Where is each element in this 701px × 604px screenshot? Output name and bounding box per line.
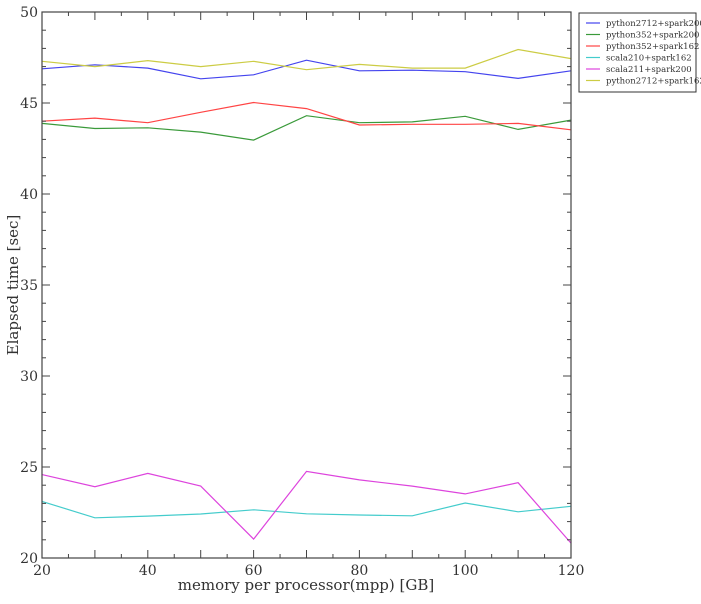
legend-label: python352+spark162 [606,42,699,52]
y-tick-label: 25 [20,460,38,476]
plot-frame [41,11,572,559]
ticks-layer: 20 40 60 80 100 120 20 25 30 35 40 45 50 [20,5,584,579]
legend-label: scala210+spark162 [606,54,692,64]
series-line-scala211+spark200 [41,470,572,544]
x-tick-label: 80 [350,563,368,579]
series-line-python2712+spark162 [41,48,572,71]
y-tick-label: 45 [20,96,38,112]
legend-box [578,12,697,93]
y-axis-label: Elapsed time [sec] [4,215,22,356]
x-tick-label: 120 [558,563,585,579]
series-line-python352+spark162 [41,101,572,131]
legend-label: python352+spark200 [606,31,699,41]
x-axis-label: memory per processor(mpp) [GB] [178,576,434,594]
y-tick-label: 30 [20,369,38,385]
legend-label: python2712+spark200 [606,19,701,29]
y-tick-label: 40 [20,187,38,203]
legend: python2712+spark200python352+spark200pyt… [578,12,701,93]
legend-label: python2712+spark162 [606,77,701,87]
x-tick-label: 100 [452,563,479,579]
x-tick-label: 40 [139,563,157,579]
y-tick-label: 20 [20,551,38,567]
x-tick-label: 20 [33,563,51,579]
series-line-python2712+spark200 [41,59,572,80]
series-line-scala210+spark162 [41,500,572,519]
x-tick-label: 60 [245,563,263,579]
y-tick-label: 35 [20,278,38,294]
y-tick-label: 50 [20,5,38,21]
series-line-python352+spark200 [41,115,572,141]
series-layer [41,48,572,544]
legend-label: scala211+spark200 [606,65,692,75]
